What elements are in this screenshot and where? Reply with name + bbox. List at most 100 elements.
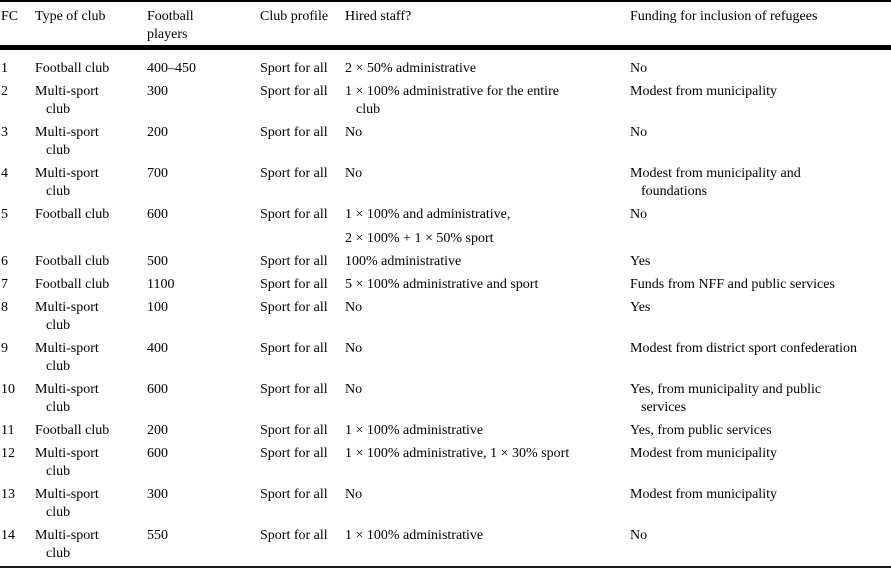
cell-hired-staff: No [345,381,630,417]
cell-hired-staff: No [345,340,630,376]
text-line: Football [147,9,194,24]
cell-football-players: 600 [147,446,168,461]
table-row: 8 Multi-sport club 100 Sport for all No Y… [0,297,891,338]
text-line: club [356,102,381,117]
header-hired-staff: Hired staff? [345,9,412,24]
cell-funding: Yes [630,300,651,315]
header-type-of-club: Type of club [35,9,106,24]
cell-football-players: 100 [147,300,168,315]
cell-type-of-club: Multi-sport club [35,527,147,563]
cell-hired-staff: 1 × 100% administrative [345,527,630,563]
cell-funding: Yes, from municipality and public service… [630,381,891,417]
cell-fc: 4 [1,166,8,181]
hired-staff-text: No [345,487,363,502]
hired-staff-text: No [345,166,363,181]
text-line: Multi-sport [35,125,99,140]
cell-club-profile: Sport for all [260,166,328,181]
text-line: club [46,318,71,333]
cell-club-profile: Sport for all [260,207,328,222]
cell-type-of-club: Multi-sport club [35,83,147,119]
cell-fc: 10 [1,382,15,397]
table-row: 10 Multi-sport club 600 Sport for all No … [0,379,891,420]
cell-funding: Funds from NFF and public services [630,277,835,292]
text-line: Multi-sport [35,382,99,397]
cell-type-of-club: Multi-sport club [35,124,147,160]
cell-hired-staff: 2 × 50% administrative [345,60,630,78]
cell-football-players: 1100 [147,277,175,292]
text-line: Multi-sport [35,300,99,315]
cell-club-profile: Sport for all [260,84,328,99]
cell-club-profile: Sport for all [260,382,328,397]
cell-type-of-club: Football club [35,207,110,222]
text-line: Yes, from municipality and public [630,382,822,397]
cell-football-players: 700 [147,166,168,181]
cell-fc: 14 [1,528,15,543]
header-football-players: Football players [147,8,260,44]
table-row: 6 Football club 500 Sport for all 100% a… [0,251,891,274]
cell-funding: Yes [630,254,651,269]
text-line: Multi-sport [35,528,99,543]
cell-club-profile: Sport for all [260,423,328,438]
hired-staff-text: 1 × 100% and administrative, [345,207,511,222]
cell-hired-staff: No [345,124,630,160]
cell-funding: No [630,125,648,140]
hired-staff-text: No [345,125,363,140]
cell-hired-staff: 1 × 100% administrative [345,422,630,440]
table-row: 3 Multi-sport club 200 Sport for all No N… [0,122,891,163]
cell-fc: 6 [1,254,8,269]
cell-funding: Modest from municipality [630,446,777,461]
hired-staff-text: 1 × 100% administrative [345,423,484,438]
header-club-profile: Club profile [260,9,329,24]
text-line: Multi-sport [35,166,99,181]
header-bottom-rule [0,45,891,50]
text-line: Modest from municipality and [630,166,801,181]
cell-funding: No [630,207,648,222]
table-header-row: FC Type of club Football players Club pro… [0,2,891,45]
text-line: players [147,27,188,42]
cell-type-of-club: Football club [35,277,110,292]
cell-hired-staff: 5 × 100% administrative and sport [345,276,630,294]
cell-fc: 5 [1,207,8,222]
text-line: club [46,143,71,158]
cell-type-of-club: Football club [35,61,110,76]
text-line: services [641,400,687,415]
cell-club-profile: Sport for all [260,125,328,140]
cell-club-profile: Sport for all [260,341,328,356]
text-line: 1 × 100% administrative for the entire [345,84,559,99]
cell-club-profile: Sport for all [260,487,328,502]
cell-fc: 3 [1,125,8,140]
table-row: 13 Multi-sport club 300 Sport for all No … [0,484,891,525]
table-bottom-rule [0,566,891,568]
text-line: Multi-sport [35,84,99,99]
cell-type-of-club: Multi-sport club [35,486,147,522]
cell-club-profile: Sport for all [260,528,328,543]
text-line: Multi-sport [35,446,99,461]
table-row: 2 Multi-sport club 300 Sport for all 1 × … [0,81,891,122]
header-funding: Funding for inclusion of refugees [630,9,818,24]
cell-type-of-club: Multi-sport club [35,445,147,481]
cell-football-players: 400 [147,341,168,356]
cell-football-players: 300 [147,487,168,502]
table-row: 1 Football club 400–450 Sport for all 2 … [0,58,891,81]
table-row: 7 Football club 1100 Sport for all 5 × 1… [0,274,891,297]
hired-staff-text: 100% administrative [345,254,462,269]
cell-fc: 9 [1,341,8,356]
header-fc: FC [1,9,19,24]
table-row: 11 Football club 200 Sport for all 1 × 1… [0,420,891,443]
hired-staff-text: 1 × 100% administrative, 1 × 30% sport [345,446,570,461]
table-top-rule [0,0,891,2]
cell-football-players: 600 [147,382,168,397]
table-row: 14 Multi-sport club 550 Sport for all 1 ×… [0,525,891,566]
cell-type-of-club: Football club [35,423,110,438]
hired-staff-text: 1 × 100% administrative [345,528,484,543]
cell-type-of-club: Multi-sport club [35,340,147,376]
table-row: 12 Multi-sport club 600 Sport for all 1 ×… [0,443,891,484]
cell-football-players: 400–450 [147,61,196,76]
text-line: club [46,505,71,520]
text-line: club [46,464,71,479]
cell-hired-staff: No [345,299,630,335]
table-row: 5 Football club 600 Sport for all 1 × 10… [0,204,891,251]
cell-football-players: 200 [147,423,168,438]
cell-club-profile: Sport for all [260,254,328,269]
